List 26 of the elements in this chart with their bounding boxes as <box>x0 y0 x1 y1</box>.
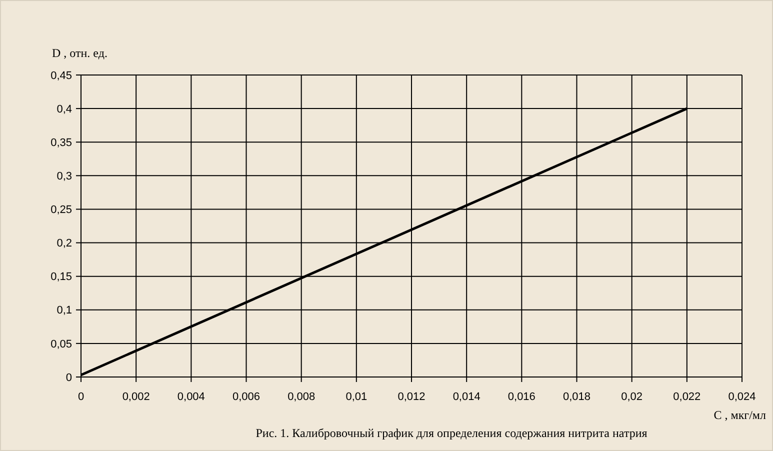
x-tick-label: 0,004 <box>177 391 205 403</box>
x-tick-label: 0,016 <box>508 391 536 403</box>
x-tick-label: 0,022 <box>673 391 701 403</box>
y-tick-label: 0,45 <box>50 70 72 82</box>
y-tick-label: 0,05 <box>50 338 72 350</box>
x-tick-label: 0,002 <box>122 391 150 403</box>
x-tick-label: 0,01 <box>346 391 368 403</box>
x-tick-label: 0,02 <box>621 391 643 403</box>
y-tick-label: 0,4 <box>56 103 72 116</box>
y-tick-label: 0,3 <box>56 170 72 183</box>
y-tick-label: 0,1 <box>56 304 72 317</box>
text: Рис. 1. Калибровочный график для определения содержания нитрита натрия <box>256 426 648 440</box>
x-axis-title: C , мкг/мл <box>714 408 766 422</box>
x-tick-label: 0,006 <box>232 391 260 403</box>
x-tick-label: 0,024 <box>728 391 756 403</box>
x-tick-label: 0 <box>78 391 84 403</box>
x-tick-label: 0,014 <box>452 391 480 403</box>
y-tick-label: 0,35 <box>50 136 72 149</box>
y-tick-label: 0,15 <box>50 271 72 284</box>
y-tick-label: 0,2 <box>56 238 72 250</box>
x-tick-label: 0,018 <box>562 391 591 403</box>
y-tick-label: 0,25 <box>50 204 72 216</box>
x-tick-label: 0,008 <box>288 391 316 403</box>
y-axis-title: D , отн. ед. <box>52 46 108 60</box>
y-tick-label: 0 <box>66 372 72 384</box>
x-tick-label: 0,012 <box>398 391 426 403</box>
